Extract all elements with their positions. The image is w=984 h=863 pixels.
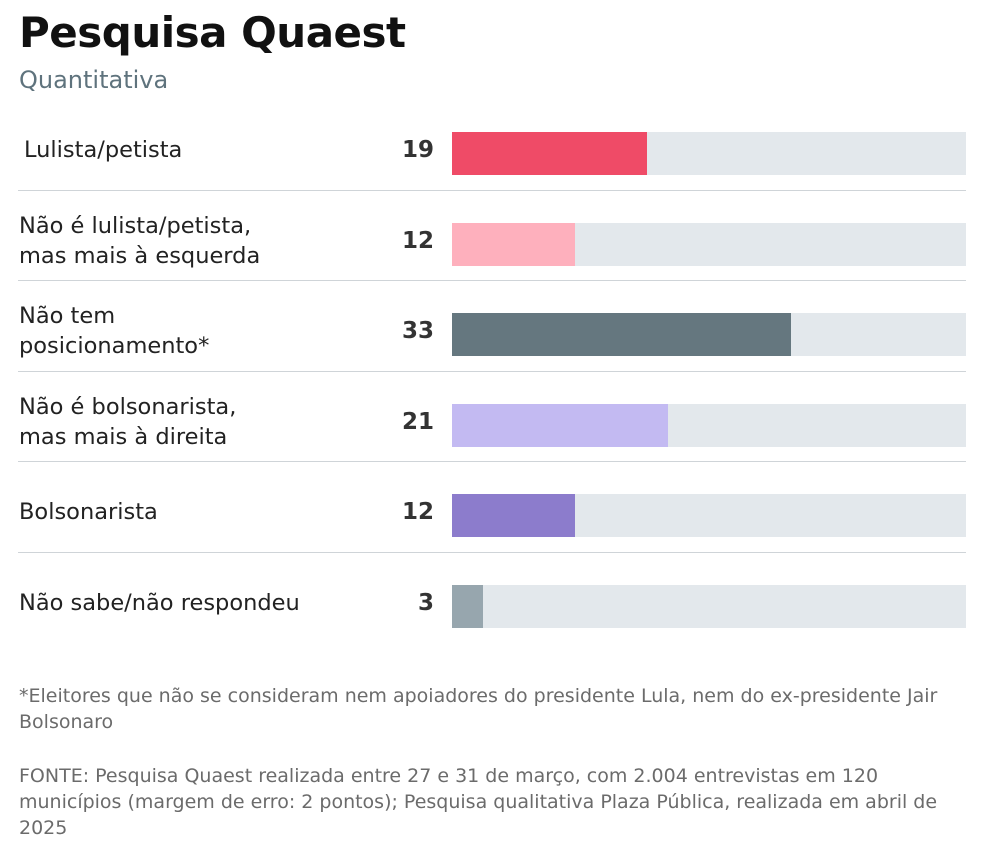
bar-track — [452, 313, 966, 356]
bar-track — [452, 222, 966, 266]
bar — [452, 494, 576, 537]
row-divider — [18, 551, 966, 553]
bar-category-label-line: mas mais à esquerda — [19, 242, 261, 269]
bar-row: Não é lulista/petista, mas mais à esquerd… — [0, 200, 984, 290]
bar-value-label: 12 — [401, 227, 434, 254]
bar-category-label: Não é lulista/petista, mas mais à esquerd… — [19, 211, 260, 271]
bar-category-label: Não sabe/não respondeu — [19, 588, 300, 618]
bar-category-label-line: posicionamento* — [19, 333, 210, 359]
bar-category-label-line: Não sabe/não respondeu — [19, 589, 300, 616]
bar — [452, 584, 483, 628]
source-note: FONTE: Pesquisa Quaest realizada entre 2… — [19, 765, 938, 839]
bar-row: Lulista/petista 19 — [0, 109, 984, 199]
bar-category-label-line: Bolsonarista — [19, 499, 158, 525]
row-divider — [18, 461, 966, 462]
bar-track — [452, 584, 966, 628]
bar — [452, 132, 648, 175]
bar-row: Não sabe/não respondeu 3 — [0, 562, 984, 652]
row-divider — [18, 280, 966, 281]
bar-category-label: Não é bolsonarista, mas mais à direita — [19, 392, 236, 452]
bar-category-label-line: Não tem — [19, 303, 116, 329]
bar-value-label: 21 — [401, 408, 434, 435]
bar-chart: Lulista/petista 19 Não é lulista/petista, m… — [0, 109, 984, 628]
bar-row: Não é bolsonarista, mas mais à direita 21 — [0, 381, 984, 471]
chart-title: Pesquisa Quaest — [19, 8, 406, 57]
bar-track — [452, 403, 966, 447]
row-divider — [18, 370, 966, 372]
bar-category-label-line: Não é bolsonarista, — [19, 393, 237, 420]
bar-row: Não tem posicionamento* 33 — [0, 290, 984, 380]
bar-value-label: 12 — [401, 499, 434, 525]
bar-category-label-line: mas mais à direita — [19, 423, 228, 450]
bar-category-label-line: Não é lulista/petista, — [19, 212, 252, 239]
bar-row: Bolsonarista 12 — [0, 471, 984, 561]
bar — [452, 222, 576, 266]
bar-track — [452, 494, 966, 537]
bar-value-label: 33 — [401, 318, 434, 344]
bar — [452, 313, 792, 356]
bar — [452, 403, 668, 447]
chart-subtitle: Quantitativa — [19, 66, 169, 94]
bar-value-label: 19 — [401, 137, 434, 163]
bar-category-label: Não tem posicionamento* — [19, 301, 209, 361]
footnote: *Eleitores que não se consideram nem apo… — [19, 685, 938, 733]
bar-category-label: Bolsonarista — [19, 497, 158, 527]
bar-category-label-line: Lulista/petista — [24, 137, 183, 163]
bar-category-label: Lulista/petista — [24, 135, 182, 165]
bar-value-label: 3 — [417, 589, 434, 616]
bar-track — [452, 132, 966, 175]
row-divider — [18, 189, 966, 191]
